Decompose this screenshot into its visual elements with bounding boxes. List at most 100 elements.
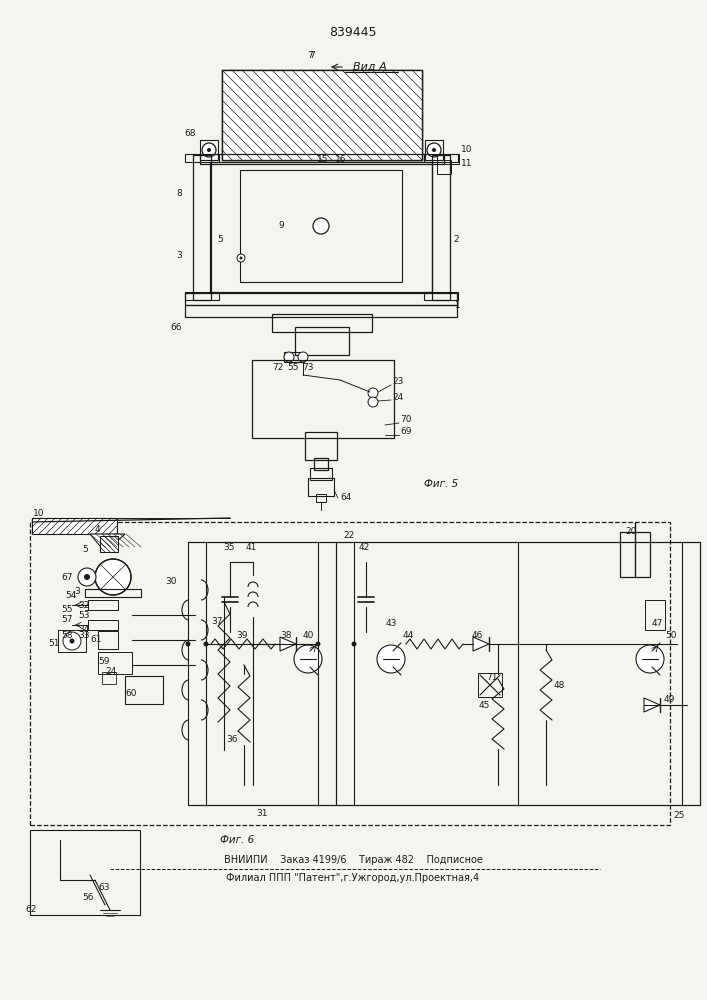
Text: 62: 62 (25, 906, 36, 914)
Text: 47: 47 (652, 619, 663, 629)
Text: 53: 53 (78, 610, 90, 619)
Circle shape (636, 645, 664, 673)
Bar (425, 140, 443, 160)
Bar (437, 154, 459, 164)
Bar (102, 672, 116, 684)
Circle shape (78, 568, 96, 586)
Text: 10: 10 (33, 510, 45, 518)
Text: 72: 72 (272, 363, 284, 372)
Text: 42: 42 (359, 542, 370, 552)
Text: 32: 32 (78, 601, 89, 610)
Text: 39: 39 (236, 632, 247, 641)
Bar (645, 600, 665, 630)
Bar (222, 70, 422, 160)
Bar (185, 292, 219, 300)
Text: 9: 9 (278, 222, 284, 231)
Text: 40: 40 (303, 632, 315, 641)
Text: 55: 55 (62, 605, 73, 614)
Circle shape (284, 352, 294, 362)
Text: 59: 59 (98, 658, 110, 666)
Text: 55: 55 (287, 363, 299, 372)
Text: 44: 44 (402, 632, 414, 641)
Bar (30, 830, 140, 915)
Circle shape (84, 574, 90, 580)
Text: 61: 61 (90, 636, 102, 645)
Text: 69: 69 (400, 428, 411, 436)
Text: 24: 24 (392, 393, 403, 402)
Polygon shape (473, 637, 489, 651)
Text: ВНИИПИ    Заказ 4199/6    Тираж 482    Подписное: ВНИИПИ Заказ 4199/6 Тираж 482 Подписное (223, 855, 482, 865)
Circle shape (286, 355, 291, 360)
Text: 1: 1 (455, 300, 461, 310)
Bar (200, 154, 444, 164)
Text: 5: 5 (217, 235, 223, 244)
Text: 11: 11 (461, 159, 472, 168)
Text: 3: 3 (74, 587, 80, 596)
Bar (222, 70, 422, 160)
Bar (98, 652, 132, 674)
Text: 68: 68 (185, 129, 196, 138)
Bar (284, 352, 304, 362)
Bar (305, 432, 337, 460)
Polygon shape (222, 70, 422, 160)
Bar (478, 673, 502, 697)
Text: 5: 5 (82, 544, 88, 554)
Text: 30: 30 (165, 578, 177, 586)
Bar (620, 532, 650, 577)
Text: 37: 37 (211, 617, 223, 626)
Circle shape (298, 352, 308, 362)
Text: 25: 25 (673, 810, 684, 820)
Text: 7: 7 (309, 50, 315, 60)
Text: 70: 70 (400, 416, 411, 424)
Bar (424, 154, 458, 162)
Text: 839445: 839445 (329, 25, 377, 38)
Text: 34: 34 (78, 626, 89, 635)
Text: 4: 4 (95, 526, 100, 534)
Text: 57: 57 (62, 615, 73, 624)
Circle shape (63, 632, 81, 650)
Text: 46: 46 (472, 632, 484, 641)
Bar (272, 314, 372, 332)
Circle shape (427, 143, 441, 157)
Text: 45: 45 (479, 700, 490, 710)
Text: 41: 41 (246, 542, 257, 552)
Text: 35: 35 (223, 542, 235, 552)
Text: 38: 38 (280, 632, 291, 641)
Bar (88, 600, 118, 610)
Polygon shape (280, 637, 296, 651)
Circle shape (377, 645, 405, 673)
Text: 16: 16 (335, 155, 346, 164)
Circle shape (207, 148, 211, 152)
Polygon shape (644, 698, 660, 712)
Circle shape (351, 642, 356, 647)
Bar (310, 468, 332, 480)
Circle shape (313, 218, 329, 234)
Bar (30, 522, 670, 825)
Circle shape (202, 143, 216, 157)
Text: 66: 66 (170, 322, 182, 332)
Bar (432, 155, 450, 300)
Bar (188, 542, 336, 805)
Bar (85, 589, 141, 597)
Circle shape (368, 388, 378, 398)
Bar (424, 292, 458, 300)
Circle shape (185, 642, 190, 647)
Text: 73: 73 (303, 363, 314, 372)
Polygon shape (32, 518, 117, 534)
Bar (100, 536, 118, 552)
Text: 48: 48 (554, 680, 566, 690)
Bar (185, 154, 219, 162)
Text: 49: 49 (664, 696, 675, 704)
Bar (58, 630, 86, 652)
Circle shape (300, 355, 305, 360)
Text: 7: 7 (307, 51, 313, 60)
Text: 51: 51 (48, 640, 59, 648)
Text: Вид А: Вид А (353, 62, 387, 72)
Text: 64: 64 (340, 493, 351, 502)
Circle shape (95, 559, 131, 595)
Circle shape (368, 397, 378, 407)
Text: 24: 24 (105, 668, 116, 676)
Circle shape (315, 642, 320, 647)
Circle shape (204, 642, 209, 647)
Text: 50: 50 (665, 632, 677, 641)
